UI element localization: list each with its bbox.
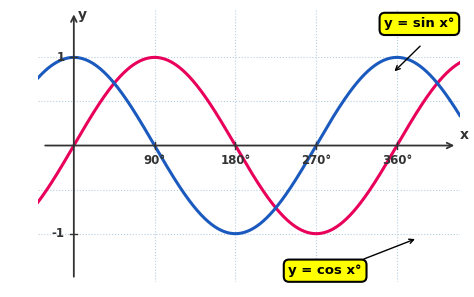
Text: 1: 1 xyxy=(57,51,65,64)
Text: x: x xyxy=(460,128,469,142)
Text: 90°: 90° xyxy=(144,154,166,167)
Text: y = cos x°: y = cos x° xyxy=(288,264,362,277)
Text: 180°: 180° xyxy=(220,154,251,167)
Text: y = sin x°: y = sin x° xyxy=(384,18,455,30)
Text: y: y xyxy=(77,8,86,22)
Text: 360°: 360° xyxy=(382,154,412,167)
Text: 270°: 270° xyxy=(301,154,331,167)
Text: -1: -1 xyxy=(52,227,65,240)
